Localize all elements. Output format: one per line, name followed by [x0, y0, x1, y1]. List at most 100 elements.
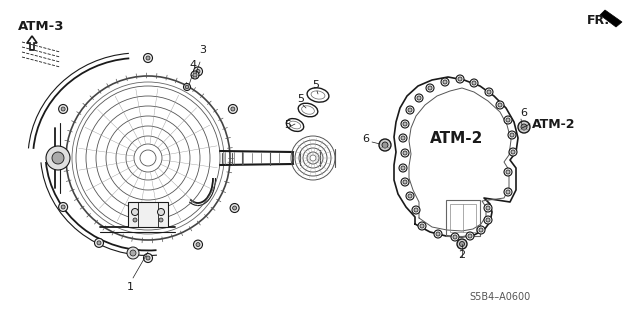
Circle shape: [232, 206, 237, 210]
Circle shape: [143, 253, 152, 262]
Circle shape: [401, 120, 409, 128]
Circle shape: [157, 209, 164, 215]
Circle shape: [498, 103, 502, 107]
Circle shape: [508, 131, 516, 139]
Circle shape: [504, 168, 512, 176]
Circle shape: [196, 69, 200, 73]
Text: ATM-2: ATM-2: [430, 131, 483, 146]
Text: 6: 6: [520, 108, 527, 118]
Circle shape: [441, 78, 449, 86]
Circle shape: [59, 203, 68, 212]
Circle shape: [479, 228, 483, 232]
Circle shape: [191, 71, 199, 79]
Circle shape: [453, 235, 457, 239]
Polygon shape: [600, 10, 622, 27]
Circle shape: [414, 208, 418, 212]
Circle shape: [417, 96, 421, 100]
Circle shape: [61, 107, 65, 111]
Circle shape: [468, 234, 472, 238]
Circle shape: [130, 250, 136, 256]
Circle shape: [415, 94, 423, 102]
Circle shape: [379, 139, 391, 151]
Circle shape: [399, 134, 407, 142]
Circle shape: [230, 204, 239, 212]
Circle shape: [504, 116, 512, 124]
Text: 6: 6: [362, 134, 369, 144]
Circle shape: [412, 206, 420, 214]
Circle shape: [434, 230, 442, 238]
Circle shape: [458, 77, 462, 81]
Circle shape: [418, 222, 426, 230]
Circle shape: [97, 241, 101, 245]
Circle shape: [61, 205, 65, 209]
Circle shape: [486, 206, 490, 210]
Circle shape: [401, 178, 409, 186]
Circle shape: [456, 75, 464, 83]
Circle shape: [401, 149, 409, 157]
Text: 5: 5: [285, 120, 291, 130]
Circle shape: [510, 133, 514, 137]
Text: 2: 2: [458, 250, 465, 260]
Circle shape: [401, 136, 405, 140]
Circle shape: [487, 90, 491, 94]
Text: ATM-2: ATM-2: [532, 117, 575, 131]
Circle shape: [509, 148, 517, 156]
Circle shape: [146, 56, 150, 60]
Text: 5: 5: [312, 80, 319, 90]
Text: FR.: FR.: [587, 14, 610, 27]
Circle shape: [521, 124, 527, 130]
Circle shape: [403, 180, 407, 184]
Circle shape: [231, 107, 235, 111]
Circle shape: [382, 142, 388, 148]
Text: 3: 3: [200, 45, 207, 55]
Circle shape: [193, 73, 197, 77]
Circle shape: [428, 86, 432, 90]
Circle shape: [46, 146, 70, 170]
Circle shape: [470, 79, 478, 87]
Text: S5B4–A0600: S5B4–A0600: [469, 292, 531, 302]
Circle shape: [477, 226, 485, 234]
Circle shape: [143, 53, 152, 62]
Circle shape: [228, 105, 237, 114]
Circle shape: [146, 256, 150, 260]
Circle shape: [506, 190, 510, 194]
Circle shape: [506, 118, 510, 122]
Circle shape: [408, 194, 412, 198]
Circle shape: [95, 238, 104, 247]
Circle shape: [472, 81, 476, 85]
Circle shape: [403, 151, 407, 155]
Circle shape: [408, 108, 412, 112]
Circle shape: [443, 80, 447, 84]
Circle shape: [193, 240, 202, 249]
Circle shape: [484, 216, 492, 224]
Text: 1: 1: [127, 282, 134, 292]
Circle shape: [399, 164, 407, 172]
Circle shape: [486, 218, 490, 222]
Circle shape: [133, 218, 137, 222]
Circle shape: [451, 233, 459, 241]
Circle shape: [518, 121, 530, 133]
Circle shape: [484, 204, 492, 212]
Circle shape: [406, 106, 414, 114]
Circle shape: [184, 84, 191, 91]
Circle shape: [185, 85, 189, 89]
Circle shape: [506, 170, 510, 174]
Circle shape: [496, 101, 504, 109]
Circle shape: [401, 166, 405, 170]
Circle shape: [485, 88, 493, 96]
Text: ATM-3: ATM-3: [18, 20, 65, 33]
Circle shape: [403, 122, 407, 126]
Circle shape: [460, 242, 465, 246]
Text: 4: 4: [189, 60, 196, 70]
Circle shape: [420, 224, 424, 228]
Circle shape: [504, 188, 512, 196]
Circle shape: [193, 67, 202, 76]
Circle shape: [426, 84, 434, 92]
Circle shape: [127, 247, 139, 259]
Text: 5: 5: [298, 94, 305, 104]
Circle shape: [52, 152, 64, 164]
Circle shape: [436, 232, 440, 236]
Circle shape: [59, 105, 68, 114]
Circle shape: [159, 218, 163, 222]
Circle shape: [131, 209, 138, 215]
